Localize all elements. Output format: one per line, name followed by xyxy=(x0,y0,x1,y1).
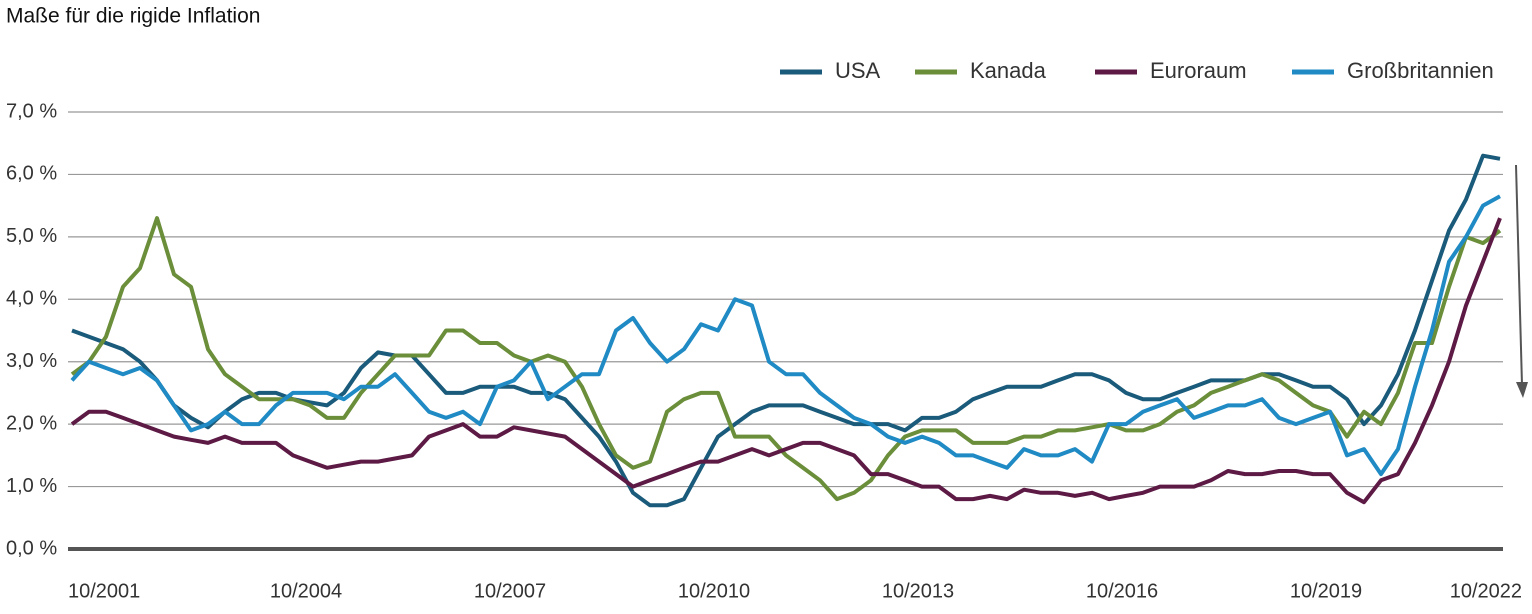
y-tick-label: 6,0 % xyxy=(6,163,57,185)
x-tick-label: 10/2016 xyxy=(1086,580,1158,602)
legend-label: USA xyxy=(835,58,881,83)
y-tick-label: 1,0 % xyxy=(6,475,57,497)
y-tick-label: 5,0 % xyxy=(6,225,57,247)
x-tick-label: 10/2007 xyxy=(474,580,546,602)
y-tick-label: 0,0 % xyxy=(6,537,57,559)
x-tick-label: 10/2001 xyxy=(68,580,140,602)
x-tick-label: 10/2010 xyxy=(678,580,750,602)
series-line xyxy=(70,194,1501,477)
y-tick-label: 4,0 % xyxy=(6,288,57,310)
x-tick-label: 10/2019 xyxy=(1290,580,1362,602)
y-tick-label: 2,0 % xyxy=(6,412,57,434)
x-tick-label: 10/2022 xyxy=(1450,580,1522,602)
legend-label: Kanada xyxy=(970,58,1047,83)
chart-title: Maße für die rigide Inflation xyxy=(6,5,260,28)
series-line xyxy=(70,217,1502,505)
legend-label: Großbritannien xyxy=(1347,58,1494,83)
series-line xyxy=(70,216,1502,502)
trend-arrow xyxy=(1515,164,1528,398)
y-tick-label: 3,0 % xyxy=(6,350,57,372)
x-tick-label: 10/2013 xyxy=(882,580,954,602)
legend-label: Euroraum xyxy=(1150,58,1247,83)
y-tick-label: 7,0 % xyxy=(6,100,57,122)
x-tick-label: 10/2004 xyxy=(270,580,342,602)
